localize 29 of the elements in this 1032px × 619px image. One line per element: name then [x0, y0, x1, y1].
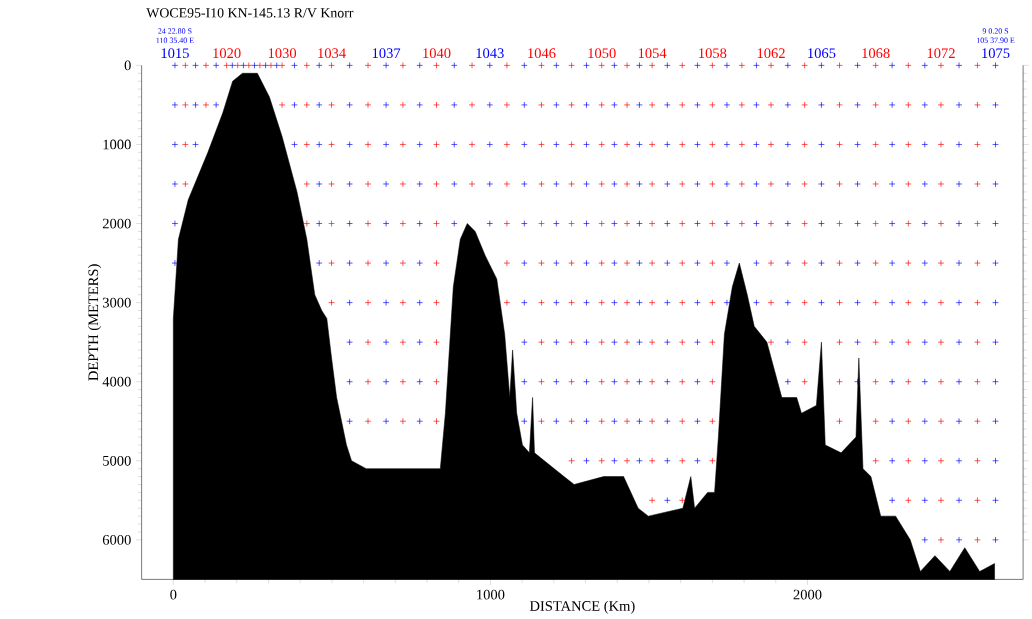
annotation: 1037 [372, 48, 401, 59]
annotation: 1034 [318, 48, 346, 59]
y-tick-label: 0 [124, 60, 131, 71]
y-tick-label: 3000 [102, 297, 131, 308]
y-tick-label: 1000 [103, 139, 131, 150]
x-tick-label: 0 [170, 589, 177, 600]
annotation: 1050 [588, 48, 616, 59]
annotation: 1058 [699, 48, 727, 59]
annotation: 1040 [423, 48, 451, 59]
y-tick-label: 5000 [103, 455, 131, 466]
annotation: 1046 [528, 48, 556, 59]
x-tick-label: 1000 [477, 589, 505, 600]
y-tick-label: 2000 [102, 218, 131, 229]
annotation: 1072 [927, 48, 955, 59]
annotation: 1020 [213, 48, 241, 59]
annotation: 1062 [757, 48, 785, 59]
y-axis-title: DEPTH (METERS) [87, 264, 102, 381]
x-tick-label: 2000 [793, 589, 822, 600]
y-tick-label: 6000 [102, 534, 131, 545]
x-axis-title: DISTANCE (Km) [529, 600, 635, 614]
annotation: 1068 [862, 48, 890, 59]
annotation: 1015 [161, 48, 189, 59]
annotation: 1030 [268, 48, 297, 59]
annotation: 1043 [476, 48, 504, 59]
annotation: 1075 [982, 48, 1010, 59]
chart-title: WOCE95-I10 KN-145.13 R/V Knorr [146, 8, 354, 18]
annotation: 1065 [808, 48, 836, 59]
annotation: 1054 [638, 48, 667, 59]
y-tick-label: 4000 [102, 376, 131, 387]
